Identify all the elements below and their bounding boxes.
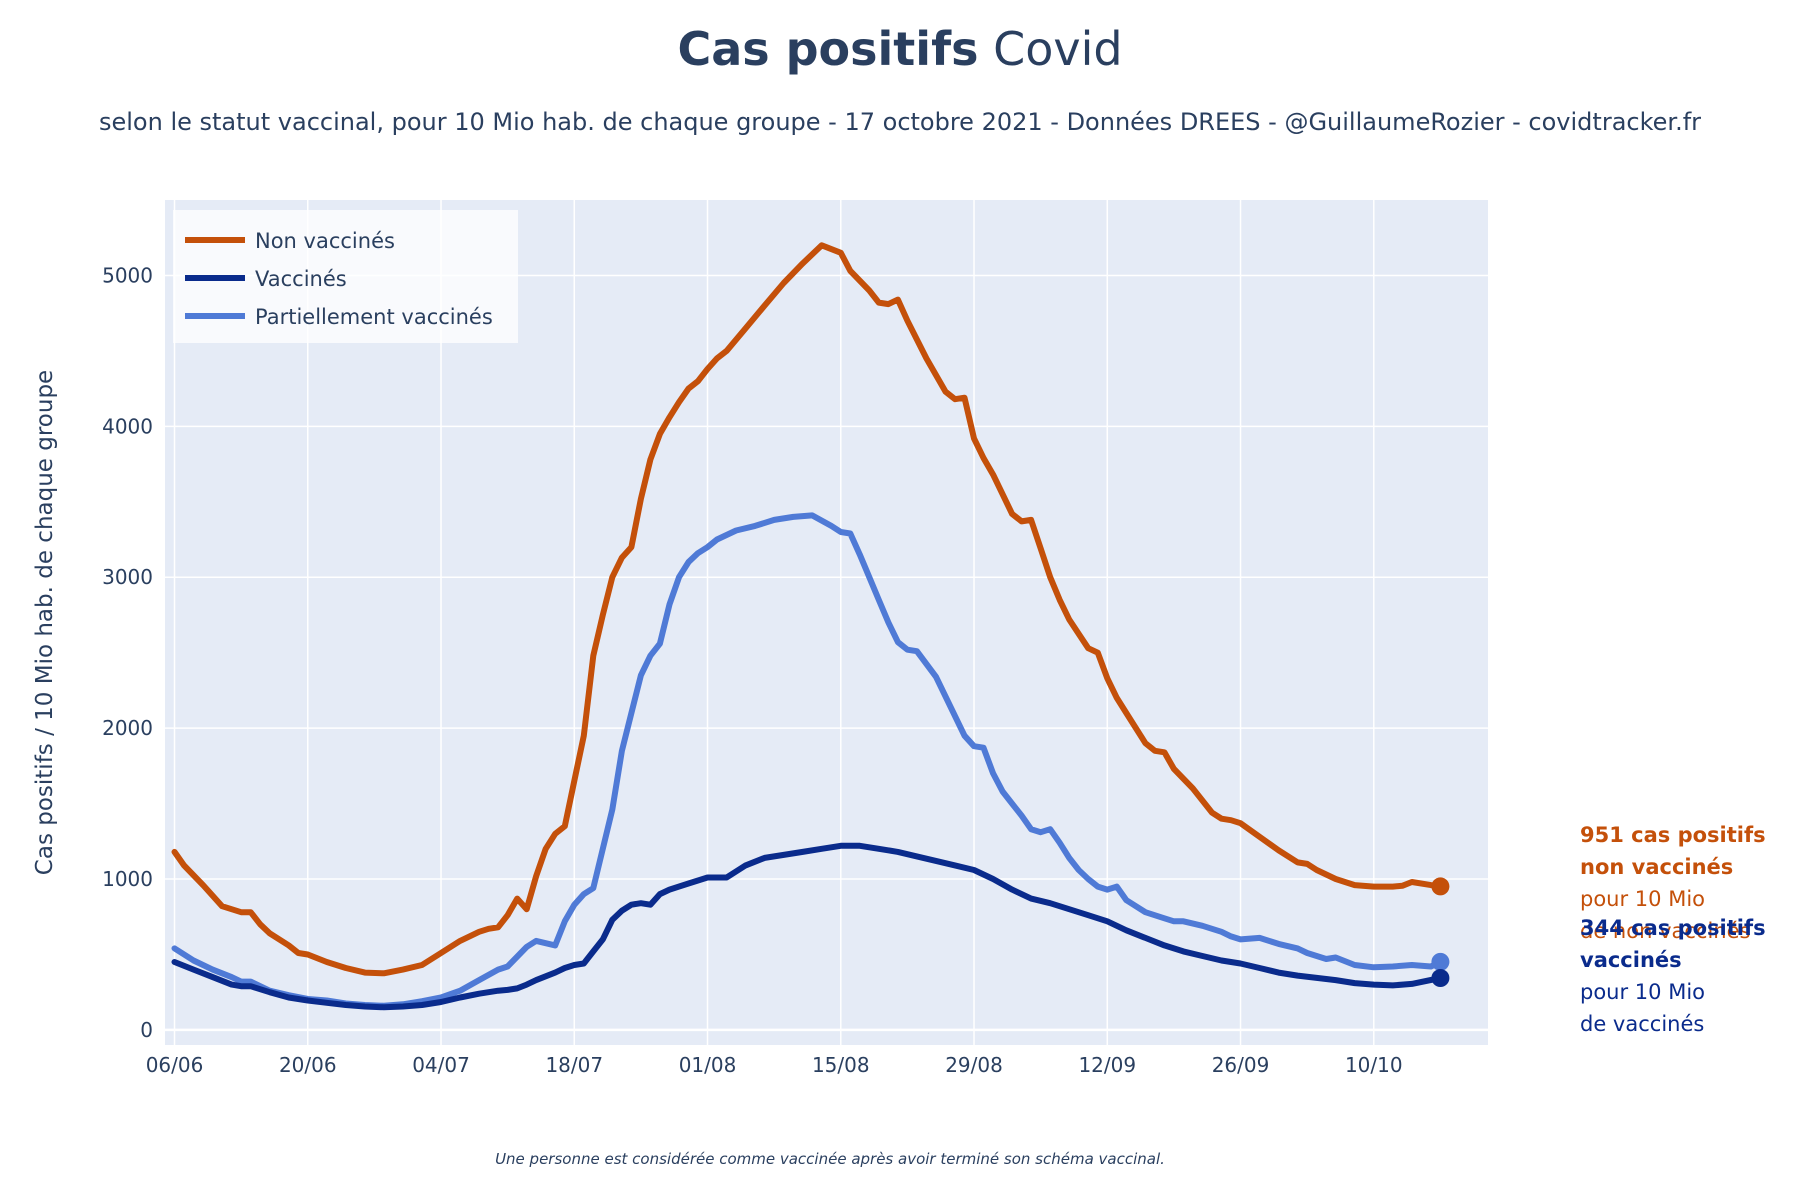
chart-title-bold: Cas positifs [677, 22, 979, 76]
y-tick-label: 1000 [102, 867, 153, 891]
y-tick-label: 3000 [102, 565, 153, 589]
annotation-line: 951 cas positifs [1580, 823, 1766, 847]
x-tick-label: 26/09 [1212, 1053, 1270, 1077]
annotation-line: pour 10 Mio [1580, 887, 1705, 911]
series-lines [171, 242, 1444, 1011]
y-tick-label: 4000 [102, 414, 153, 438]
end-marker [1431, 969, 1450, 988]
end-annotations: 951 cas positifs non vaccinés pour 10 Mio d… [1580, 823, 1766, 1036]
y-tick-label: 2000 [102, 716, 153, 740]
x-axis-ticks: 06/06 20/06 04/07 18/07 01/08 15/08 29/08 12/09… [146, 1053, 1403, 1077]
legend-label: Partiellement vaccinés [255, 305, 493, 329]
annotation-line: pour 10 Mio [1580, 980, 1705, 1004]
x-tick-label: 18/07 [545, 1053, 603, 1077]
series-line-partiellement-vaccinés [171, 512, 1444, 1009]
series-line-vaccinés [171, 842, 1444, 1011]
x-tick-label: 10/10 [1345, 1053, 1403, 1077]
legend-label: Vaccinés [255, 267, 347, 291]
x-tick-label: 12/09 [1078, 1053, 1136, 1077]
chart-title: Cas positifs Covid [0, 22, 1800, 76]
x-tick-label: 29/08 [945, 1053, 1003, 1077]
chart-title-rest: Covid [978, 22, 1123, 76]
x-tick-label: 15/08 [812, 1053, 870, 1077]
annotation-line: non vaccinés [1580, 855, 1733, 879]
y-axis-label: Cas positifs / 10 Mio hab. de chaque gro… [32, 370, 58, 875]
legend-label: Non vaccinés [255, 229, 395, 253]
legend[interactable]: Non vaccinés Vaccinés Partiellement vaccin… [173, 210, 518, 343]
x-tick-label: 20/06 [279, 1053, 337, 1077]
series-line-non-vaccinés [171, 242, 1444, 977]
annotation-line: 344 cas positifs [1580, 916, 1766, 940]
chart-subtitle: selon le statut vaccinal, pour 10 Mio ha… [98, 108, 1702, 136]
y-tick-label: 0 [140, 1018, 153, 1042]
end-marker [1431, 877, 1450, 896]
annotation-line: de non vaccinés [1580, 919, 1750, 943]
y-tick-label: 5000 [102, 263, 153, 287]
annotation-line: de vaccinés [1580, 1012, 1704, 1036]
end-marker [1431, 952, 1450, 971]
x-tick-label: 04/07 [412, 1053, 470, 1077]
x-tick-label: 06/06 [146, 1053, 204, 1077]
end-markers [1431, 877, 1450, 988]
x-tick-label: 01/08 [679, 1053, 737, 1077]
y-axis-ticks: 0 1000 2000 3000 4000 5000 [102, 263, 153, 1041]
footnote: Une personne est considérée comme vaccin… [495, 1150, 1165, 1168]
annotation-line: vaccinés [1580, 948, 1682, 972]
